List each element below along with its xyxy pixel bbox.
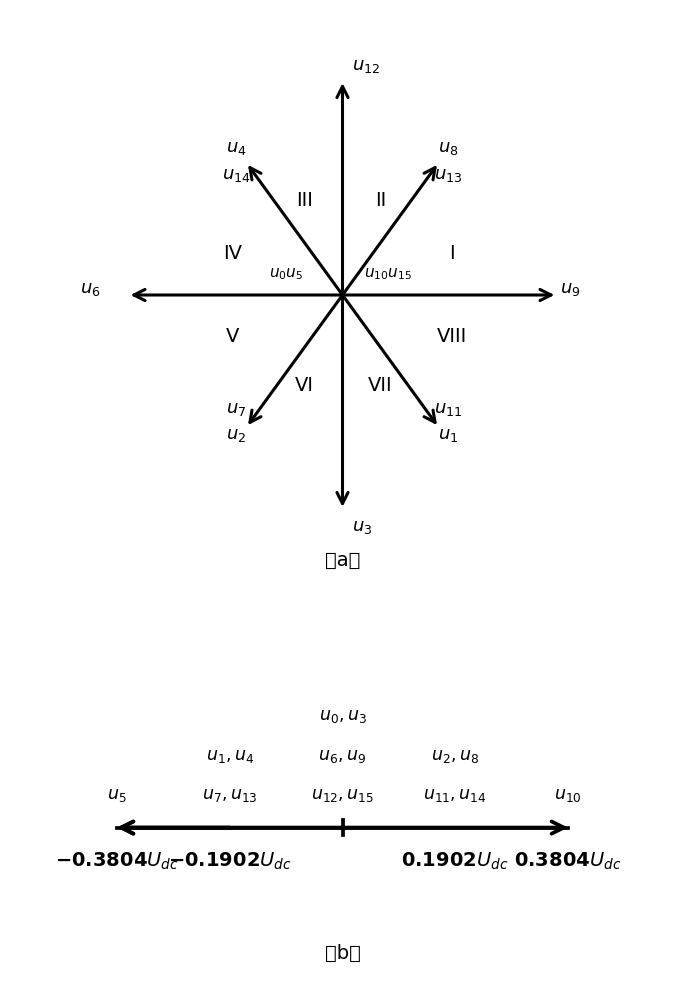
Text: $\mathbf{0.1902}U_{dc}$: $\mathbf{0.1902}U_{dc}$ xyxy=(401,850,509,872)
Text: I: I xyxy=(449,244,455,263)
Text: $u_{12},u_{15}$: $u_{12},u_{15}$ xyxy=(311,786,374,804)
Text: $u_{14}$: $u_{14}$ xyxy=(222,166,251,184)
Text: $u_6$: $u_6$ xyxy=(79,280,100,298)
Text: V: V xyxy=(226,327,239,346)
Text: $u_6,u_9$: $u_6,u_9$ xyxy=(319,747,366,765)
Text: $u_7$: $u_7$ xyxy=(227,400,247,418)
Text: $\mathbf{0.3804}U_{dc}$: $\mathbf{0.3804}U_{dc}$ xyxy=(514,850,622,872)
Text: （b）: （b） xyxy=(325,943,360,962)
Text: $u_8$: $u_8$ xyxy=(438,139,459,157)
Text: $\mathbf{-0.3804}U_{dc}$: $\mathbf{-0.3804}U_{dc}$ xyxy=(55,850,179,872)
Text: $u_2,u_8$: $u_2,u_8$ xyxy=(432,747,480,765)
Text: $u_1,u_4$: $u_1,u_4$ xyxy=(206,747,254,765)
Text: $u_4$: $u_4$ xyxy=(226,139,247,157)
Text: $u_2$: $u_2$ xyxy=(227,426,247,444)
Text: $u_{11},u_{14}$: $u_{11},u_{14}$ xyxy=(423,786,487,804)
Text: $u_0u_5$: $u_0u_5$ xyxy=(269,266,303,282)
Text: $u_5$: $u_5$ xyxy=(108,786,127,804)
Text: VI: VI xyxy=(295,376,314,395)
Text: $u_0,u_3$: $u_0,u_3$ xyxy=(319,707,366,725)
Text: $\mathbf{-0.1902}U_{dc}$: $\mathbf{-0.1902}U_{dc}$ xyxy=(168,850,292,872)
Text: $u_7,u_{13}$: $u_7,u_{13}$ xyxy=(202,786,258,804)
Text: $u_9$: $u_9$ xyxy=(560,280,581,298)
Text: $u_3$: $u_3$ xyxy=(352,518,373,536)
Text: $u_{10}$: $u_{10}$ xyxy=(554,786,582,804)
Text: $u_{10}u_{15}$: $u_{10}u_{15}$ xyxy=(364,266,412,282)
Text: （a）: （a） xyxy=(325,551,360,570)
Text: $u_{12}$: $u_{12}$ xyxy=(352,57,380,75)
Text: $u_{13}$: $u_{13}$ xyxy=(434,166,462,184)
Text: VII: VII xyxy=(368,376,393,395)
Text: $u_1$: $u_1$ xyxy=(438,426,458,444)
Text: IV: IV xyxy=(223,244,242,263)
Text: VIII: VIII xyxy=(437,327,467,346)
Text: II: II xyxy=(375,191,386,210)
Text: $u_{11}$: $u_{11}$ xyxy=(434,400,462,418)
Text: III: III xyxy=(296,191,313,210)
